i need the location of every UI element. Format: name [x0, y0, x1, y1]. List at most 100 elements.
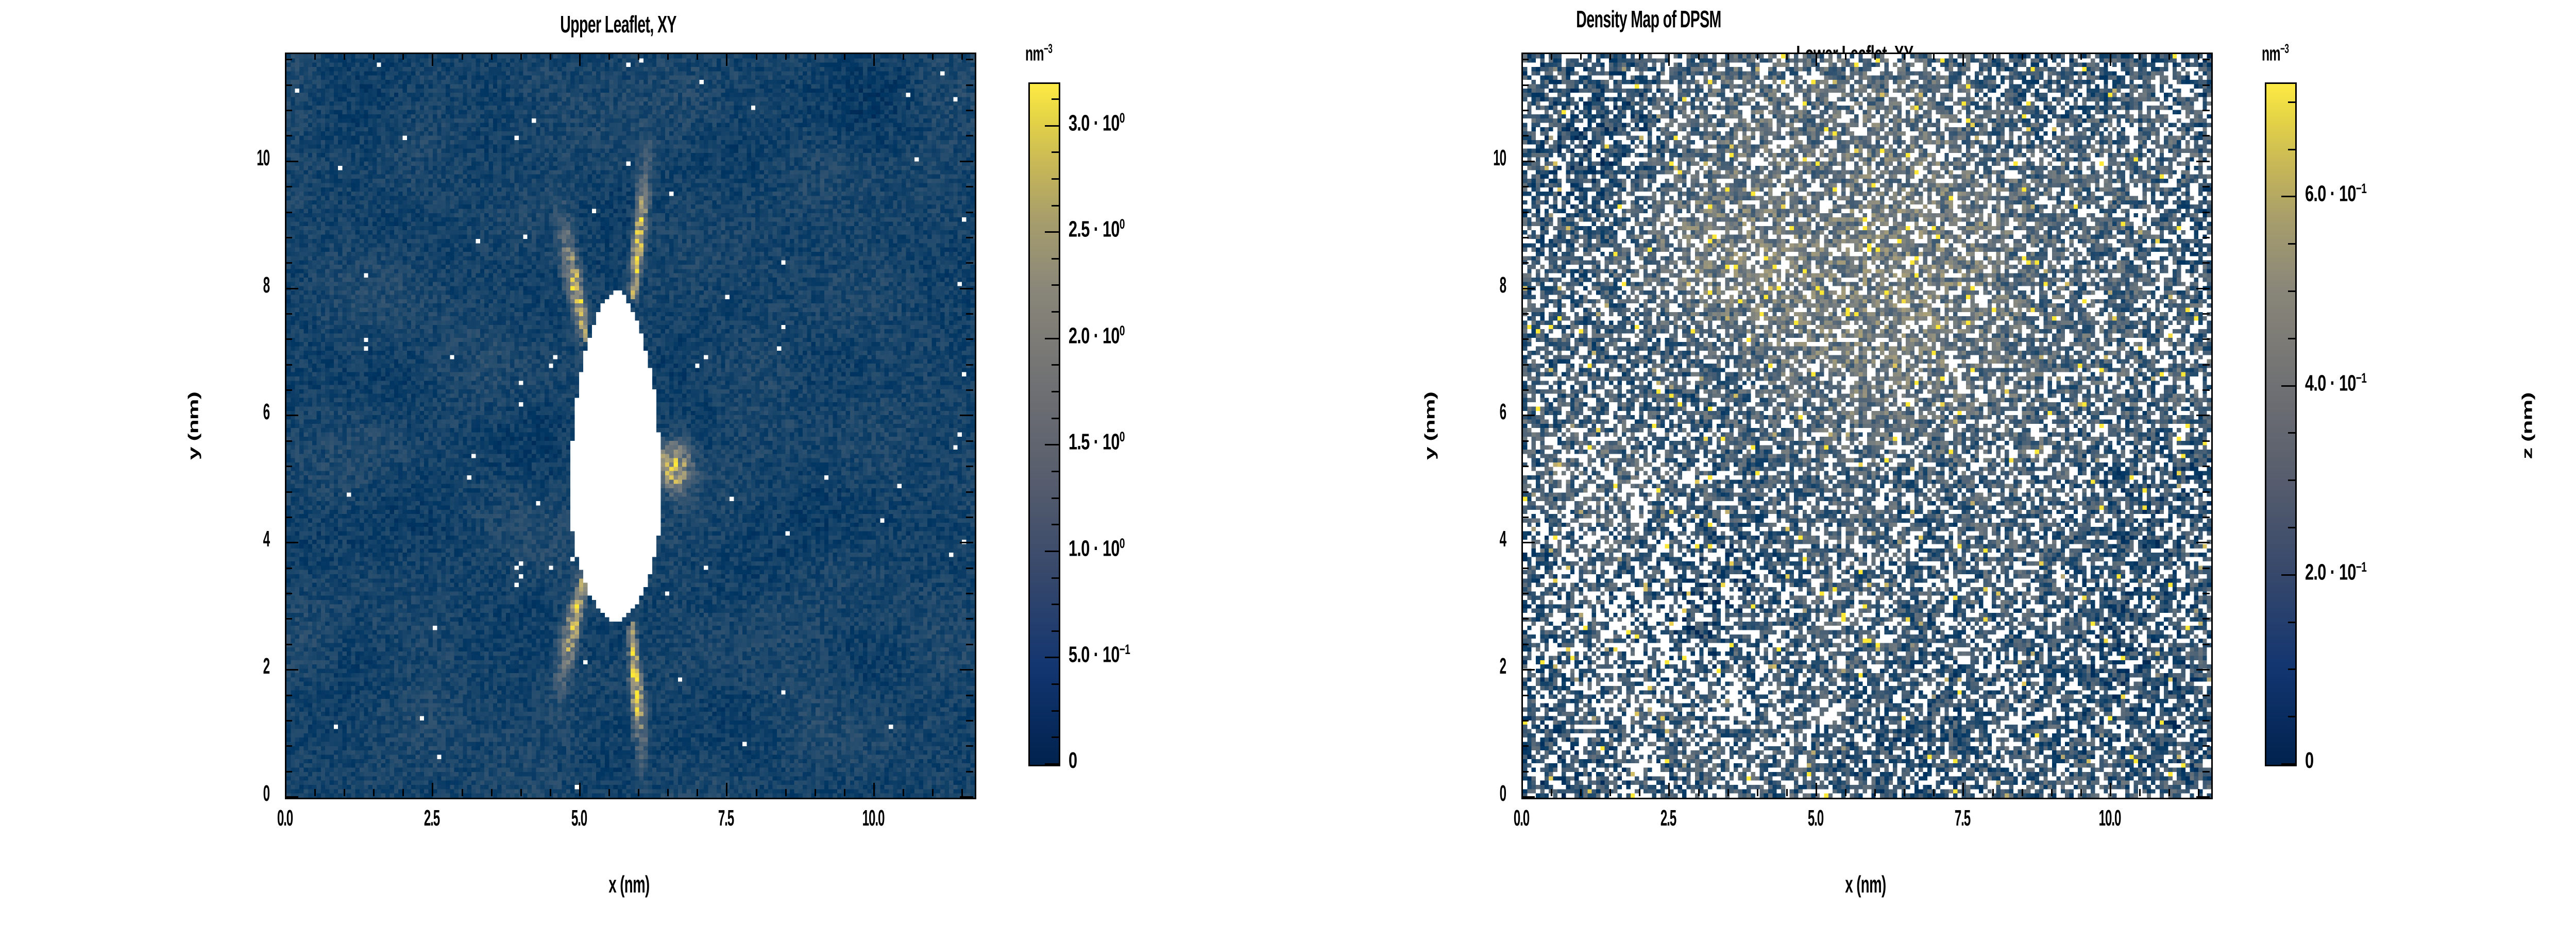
colorbar-tick-label: 6.0 · 10−1 [2305, 180, 2367, 207]
colorbar-tick-mark [2288, 526, 2297, 528]
colorbar-tick-mark [1052, 204, 1060, 207]
x-tick-mark [2139, 789, 2141, 796]
y-tick-mark [960, 542, 973, 544]
x-tick-label: 7.5 [718, 805, 734, 831]
y-tick-mark [2202, 719, 2210, 722]
x-tick-label: 2.5 [424, 805, 440, 831]
y-tick-mark [2202, 516, 2210, 518]
y-tick-mark [1521, 440, 1529, 442]
panel-upper-leaflet: Upper Leaflet, XY 0 2 4 6 8 10 y (nm) 0.0 2.5 5… [0, 0, 1236, 927]
y-tick-mark [1521, 59, 1529, 61]
x-tick-mark [314, 53, 316, 60]
y-tick-mark [2202, 313, 2210, 315]
colorbar-tick-mark [2288, 432, 2297, 434]
x-tick-mark [2080, 789, 2082, 796]
y-axis-label-lower: y (nm) [1421, 392, 1438, 460]
colorbar-tick-label: 0 [2305, 748, 2314, 773]
x-tick-mark [490, 53, 493, 60]
colorbar-tick-mark [1045, 550, 1060, 552]
y-tick-label: 0 [1499, 781, 1506, 806]
x-tick-mark [1874, 53, 1876, 60]
y-tick-mark [285, 694, 292, 696]
colorbar-tick-mark [1052, 604, 1060, 606]
y-tick-label: −4 [2526, 703, 2576, 729]
colorbar-tick-mark [2281, 385, 2297, 387]
colorbar-tick-mark [1045, 444, 1060, 446]
y-tick-mark [285, 186, 292, 188]
y-tick-mark [966, 516, 973, 518]
colorbar-tick-mark [1045, 231, 1060, 233]
x-tick-mark [1933, 53, 1935, 60]
x-tick-mark [608, 53, 611, 60]
y-tick-mark [285, 135, 292, 137]
y-tick-mark [1521, 618, 1529, 620]
colorbar-tick-label: 2.5 · 100 [1069, 216, 1125, 242]
x-tick-mark [2050, 53, 2053, 60]
y-tick-label: 10 [257, 145, 270, 170]
y-tick-mark [285, 542, 298, 544]
colorbar-tick-mark [2288, 290, 2297, 292]
figure-suptitle: Density Map of DPSM [1576, 6, 1721, 32]
y-tick-mark [966, 643, 973, 645]
y-tick-mark [1521, 160, 1535, 162]
colorbar-tick-mark [1052, 151, 1060, 153]
x-tick-label: 10.0 [2098, 805, 2122, 831]
y-tick-mark [2202, 389, 2210, 391]
x-tick-mark [2139, 53, 2141, 60]
colorbar-tick-label: 4.0 · 10−1 [2305, 369, 2367, 396]
heatmap-upper-leaflet [285, 53, 976, 799]
y-tick-mark [2202, 135, 2210, 137]
x-tick-label: 2.5 [1660, 805, 1676, 831]
x-tick-mark [1815, 783, 1817, 796]
x-tick-mark [1521, 783, 1523, 796]
x-tick-mark [2109, 783, 2111, 796]
y-tick-mark [285, 287, 298, 289]
x-tick-mark [755, 53, 757, 60]
y-tick-mark [1521, 211, 1529, 213]
y-tick-mark [2202, 745, 2210, 747]
x-tick-mark [1639, 53, 1641, 60]
colorbar-tick-mark [1052, 364, 1060, 366]
y-tick-mark [966, 593, 973, 595]
x-tick-mark [461, 789, 463, 796]
x-tick-mark [932, 789, 934, 796]
x-tick-mark [1815, 53, 1817, 66]
x-tick-mark [490, 789, 493, 796]
x-tick-mark [1521, 53, 1523, 66]
y-tick-mark [966, 694, 973, 696]
y-tick-mark [966, 618, 973, 620]
y-tick-mark [285, 796, 298, 798]
x-tick-mark [1874, 789, 1876, 796]
y-tick-mark [1521, 262, 1529, 264]
y-tick-mark [285, 313, 292, 315]
y-tick-mark [966, 236, 973, 238]
y-tick-mark [285, 618, 292, 620]
x-tick-mark [1609, 53, 1612, 60]
x-tick-mark [785, 53, 787, 60]
y-tick-mark [1521, 593, 1529, 595]
y-tick-mark [285, 415, 298, 417]
x-tick-mark [608, 789, 611, 796]
y-tick-mark [285, 236, 292, 238]
y-tick-mark [966, 135, 973, 137]
colorbar-tick-label: 0 [1069, 748, 1077, 773]
x-tick-mark [402, 789, 404, 796]
x-tick-mark [402, 53, 404, 60]
x-tick-mark [814, 53, 816, 60]
y-tick-mark [2202, 491, 2210, 493]
x-tick-mark [285, 53, 286, 66]
y-tick-mark [966, 313, 973, 315]
colorbar-tick-mark [1045, 657, 1060, 659]
x-tick-mark [1698, 789, 1700, 796]
y-tick-mark [966, 364, 973, 366]
x-tick-mark [2080, 53, 2082, 60]
x-axis-label-upper: x (nm) [608, 871, 650, 898]
y-tick-label: 8 [1499, 272, 1506, 298]
colorbar-tick-mark [1052, 258, 1060, 260]
colorbar-tick-mark [1052, 470, 1060, 472]
colorbar-tick-mark [1052, 683, 1060, 685]
colorbar-tick-label: 1.0 · 100 [1069, 535, 1125, 561]
y-tick-mark [1521, 110, 1529, 112]
colorbar-gradient-upper [1028, 82, 1060, 766]
y-tick-mark [285, 466, 292, 468]
